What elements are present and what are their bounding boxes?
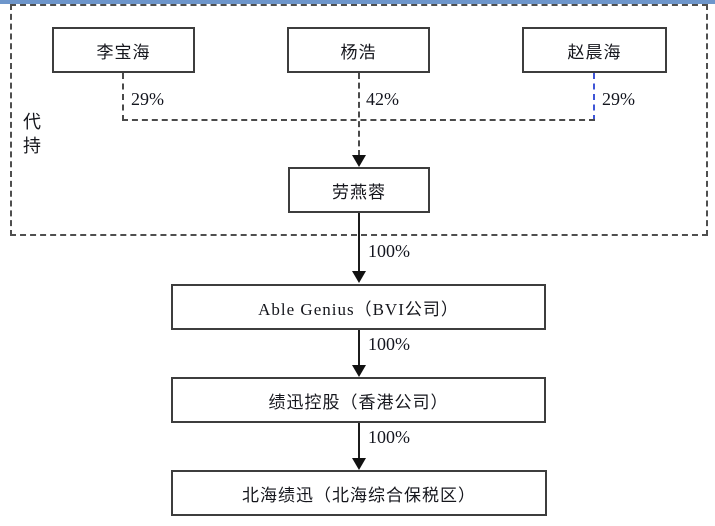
arrow-down-icon bbox=[352, 271, 366, 283]
node-label: 北海绩迅（北海综合保税区） bbox=[242, 485, 476, 505]
connector-laoyanrong-bvi bbox=[358, 213, 360, 272]
connector-bvi-hk bbox=[358, 330, 360, 366]
share-label-yanghao: 42% bbox=[366, 89, 399, 109]
node-shareholder-zhaochenhai: 赵晨海 bbox=[522, 27, 667, 73]
top-border-rule bbox=[0, 0, 715, 4]
node-label: 赵晨海 bbox=[567, 42, 622, 62]
share-label-zhaochenhai: 29% bbox=[602, 89, 635, 109]
nominee-holding-label: 代持 bbox=[23, 112, 41, 156]
node-able-genius-bvi: Able Genius（BVI公司） bbox=[171, 284, 546, 330]
connector-libaohai-drop bbox=[122, 73, 124, 121]
share-label-bvi: 100% bbox=[368, 241, 410, 261]
node-label: 劳燕蓉 bbox=[332, 182, 386, 202]
node-label: 绩迅控股（香港公司） bbox=[268, 392, 449, 412]
node-label: 杨浩 bbox=[340, 42, 377, 62]
connector-collector-line bbox=[122, 119, 595, 121]
node-shareholder-yanghao: 杨浩 bbox=[287, 27, 430, 73]
arrow-down-icon bbox=[352, 458, 366, 470]
node-label: Able Genius（BVI公司） bbox=[258, 299, 459, 319]
node-shareholder-libaohai: 李宝海 bbox=[52, 27, 195, 73]
connector-zhaochenhai-drop bbox=[593, 73, 595, 121]
node-nominee-laoyanrong: 劳燕蓉 bbox=[288, 167, 430, 213]
node-label: 李宝海 bbox=[96, 42, 151, 62]
share-label-beihai: 100% bbox=[368, 427, 410, 447]
connector-yanghao-drop bbox=[358, 73, 360, 156]
connector-hk-beihai bbox=[358, 423, 360, 459]
share-label-libaohai: 29% bbox=[131, 89, 164, 109]
node-beihai-jixun: 北海绩迅（北海综合保税区） bbox=[171, 470, 547, 516]
share-label-hk: 100% bbox=[368, 334, 410, 354]
node-jixun-holdings-hk: 绩迅控股（香港公司） bbox=[171, 377, 546, 423]
arrow-down-icon bbox=[352, 155, 366, 167]
arrow-down-icon bbox=[352, 365, 366, 377]
